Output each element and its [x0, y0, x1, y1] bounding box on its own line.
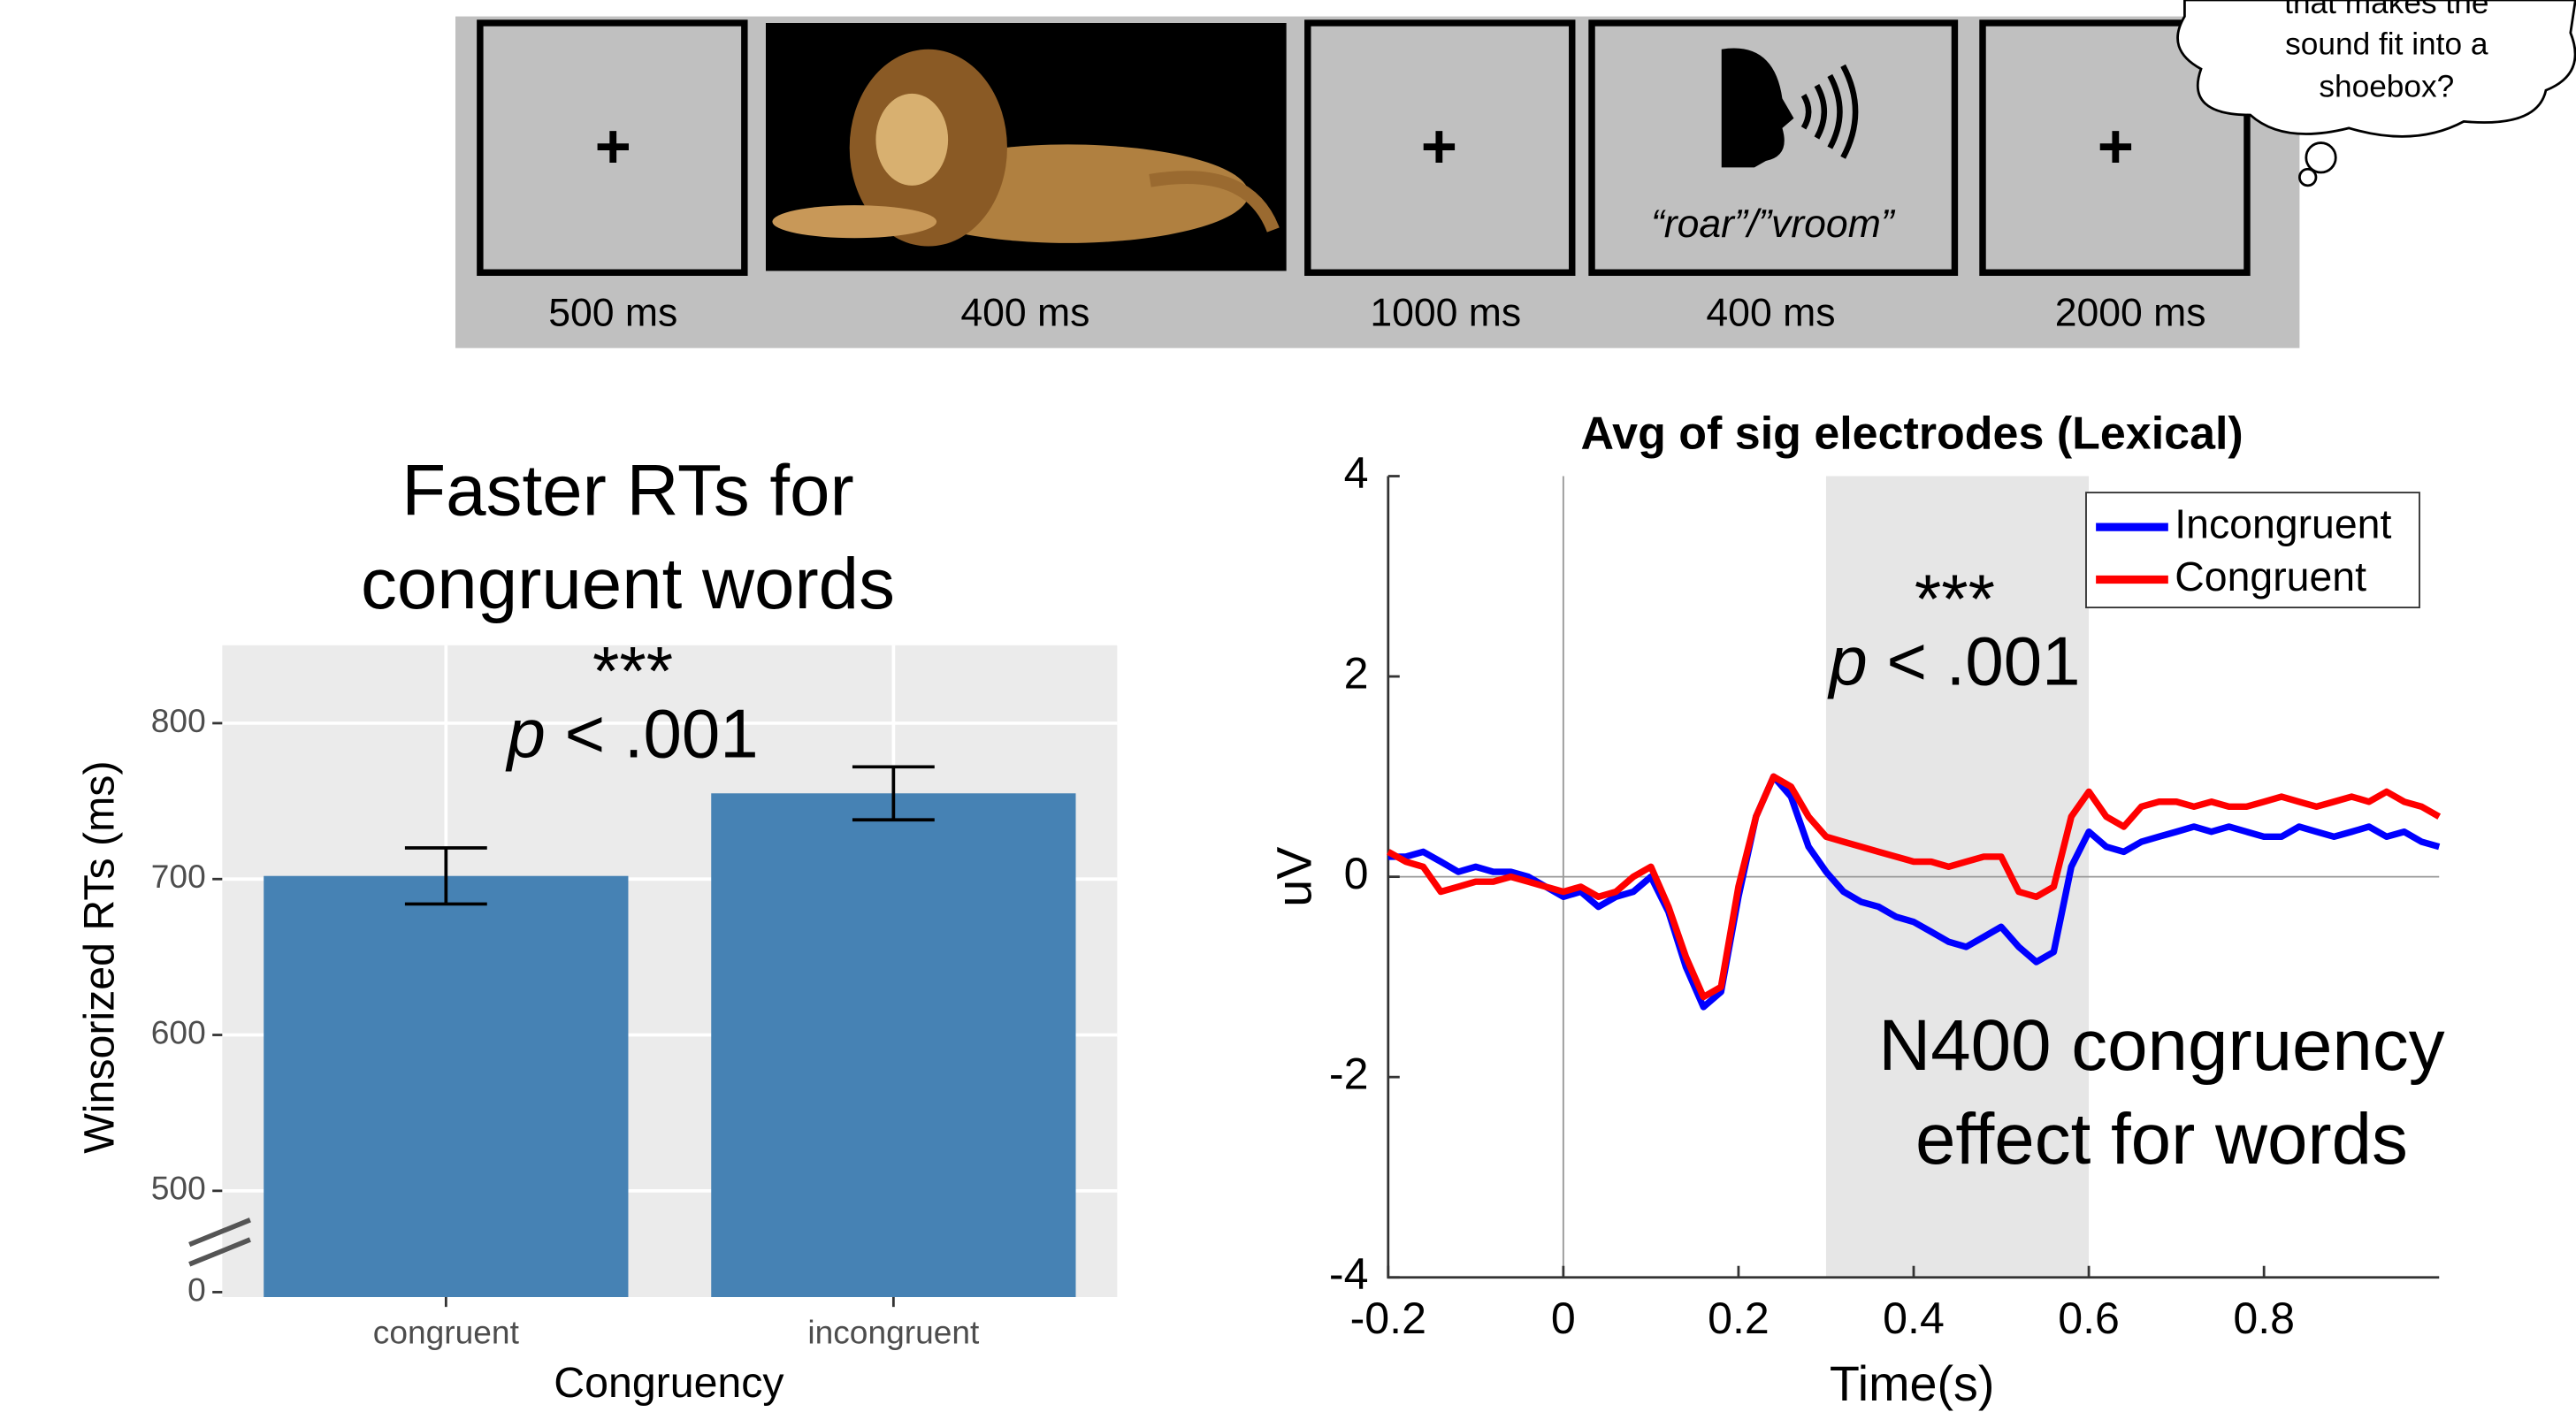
x-tick-label: -0.2: [1350, 1294, 1426, 1343]
x-tick-label: congruent: [373, 1314, 520, 1351]
chart-title: Avg of sig electrodes (Lexical): [1581, 408, 2243, 460]
p-rest: < .001: [1868, 622, 2081, 699]
x-axis-label: Congruency: [554, 1359, 784, 1407]
x-tick-label: 0.2: [1708, 1294, 1770, 1343]
y-tick-label: -4: [1329, 1249, 1369, 1299]
y-tick-label: 600: [151, 1013, 206, 1050]
x-tick-label: incongruent: [807, 1314, 980, 1351]
y-tick-label: 500: [151, 1170, 206, 1207]
duration: 2000 ms: [2055, 291, 2206, 334]
x-tick-label: 0.8: [2233, 1294, 2295, 1343]
question-text: shoebox?: [2319, 70, 2454, 104]
fixation-cross: +: [1421, 111, 1457, 180]
chart-title: Faster RTs for: [401, 450, 853, 530]
chart-title: congruent words: [361, 544, 895, 624]
duration: 500 ms: [548, 291, 677, 334]
bar: [711, 793, 1075, 1297]
duration: 400 ms: [960, 291, 1089, 334]
legend-label: Congruent: [2175, 553, 2366, 599]
bar: [264, 876, 628, 1297]
x-axis-label: Time(s): [1830, 1356, 1995, 1411]
fixation-cross: +: [595, 111, 631, 180]
y-tick-label: 4: [1344, 448, 1369, 498]
figure: + + + “roar”/”vroom” 500 ms 400 ms 1000 …: [0, 0, 2576, 1412]
annotation-note: N400 congruency: [1878, 1005, 2444, 1086]
annotation-note: effect for words: [1915, 1099, 2408, 1179]
p-italic: p: [1827, 622, 1867, 699]
p-rest: < .001: [546, 694, 759, 772]
fixation-cross: +: [2098, 111, 2134, 180]
sound-label: “roar”/”vroom”: [1651, 202, 1896, 246]
y-axis-label: Winsorized RTs (ms): [76, 760, 124, 1153]
x-tick-label: 0.6: [2058, 1294, 2120, 1343]
duration: 400 ms: [1706, 291, 1835, 334]
y-tick-label: 0: [187, 1271, 206, 1308]
p-italic: p: [506, 694, 546, 772]
y-axis-label: uV: [1266, 847, 1321, 907]
y-tick-label: 700: [151, 858, 206, 895]
x-tick-label: 0.4: [1883, 1294, 1945, 1343]
question-text: sound fit into a: [2285, 27, 2488, 61]
duration: 1000 ms: [1370, 291, 1521, 334]
y-tick-label: 2: [1344, 648, 1369, 698]
question-text: that makes the: [2284, 0, 2488, 20]
x-tick-label: 0: [1551, 1294, 1576, 1343]
legend-label: Incongruent: [2175, 500, 2391, 546]
p-value: p < .001: [506, 694, 759, 772]
p-value: p < .001: [1827, 622, 2080, 699]
y-tick-label: 800: [151, 702, 206, 739]
y-tick-label: -2: [1329, 1049, 1369, 1098]
y-tick-label: 0: [1344, 849, 1369, 898]
